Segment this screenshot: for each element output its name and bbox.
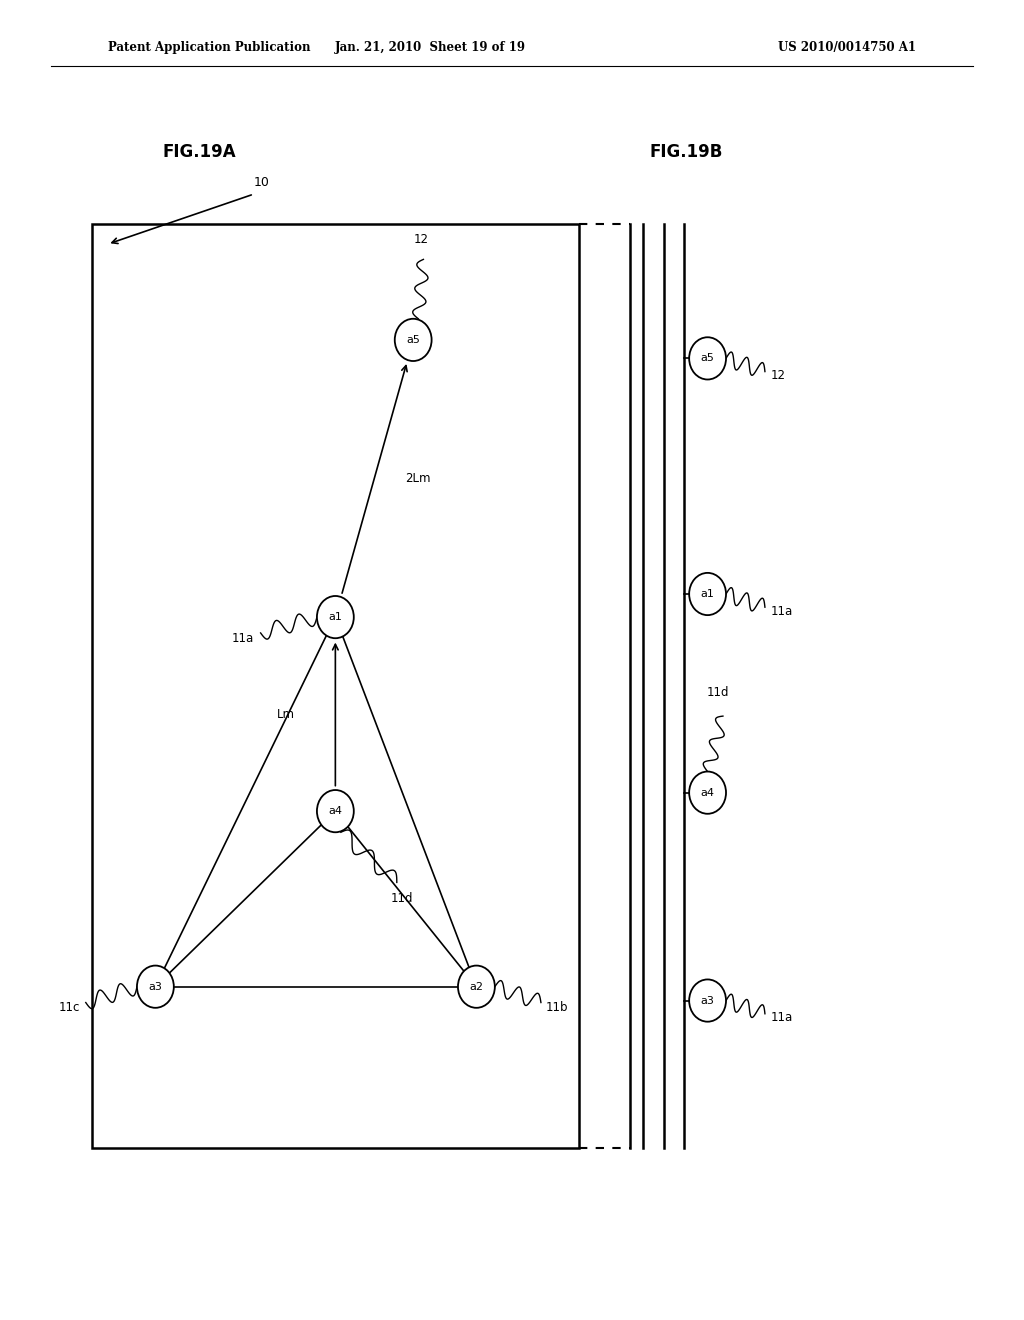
Text: 11d: 11d [391, 892, 413, 904]
Text: a1: a1 [700, 589, 715, 599]
Ellipse shape [394, 319, 432, 362]
Text: a1: a1 [329, 612, 342, 622]
Text: 2Lm: 2Lm [404, 473, 430, 484]
Text: a4: a4 [700, 788, 715, 797]
Text: 12: 12 [771, 370, 786, 381]
Text: a3: a3 [148, 982, 163, 991]
Text: FIG.19A: FIG.19A [163, 143, 237, 161]
Text: a5: a5 [407, 335, 420, 345]
Text: US 2010/0014750 A1: US 2010/0014750 A1 [778, 41, 916, 54]
Text: a5: a5 [700, 354, 715, 363]
Text: 11a: 11a [231, 632, 254, 644]
Ellipse shape [317, 597, 354, 639]
Text: 11b: 11b [546, 1002, 568, 1014]
Ellipse shape [458, 965, 495, 1008]
Text: Lm: Lm [276, 708, 295, 721]
Text: a4: a4 [329, 807, 342, 816]
Bar [92, 224, 579, 1148]
Text: 11c: 11c [58, 1002, 80, 1014]
Text: FIG.19B: FIG.19B [649, 143, 723, 161]
Text: 10: 10 [253, 176, 269, 189]
Text: 11d: 11d [707, 686, 729, 700]
Ellipse shape [317, 789, 354, 833]
Text: 11a: 11a [771, 1011, 794, 1024]
Ellipse shape [689, 979, 726, 1022]
Text: Patent Application Publication: Patent Application Publication [108, 41, 310, 54]
Text: Jan. 21, 2010  Sheet 19 of 19: Jan. 21, 2010 Sheet 19 of 19 [335, 41, 525, 54]
Ellipse shape [689, 573, 726, 615]
Text: a3: a3 [700, 995, 715, 1006]
Text: a2: a2 [469, 982, 483, 991]
Text: 12: 12 [414, 234, 429, 246]
Ellipse shape [689, 771, 726, 813]
Ellipse shape [689, 338, 726, 380]
Text: 11a: 11a [771, 605, 794, 618]
Ellipse shape [137, 965, 174, 1008]
